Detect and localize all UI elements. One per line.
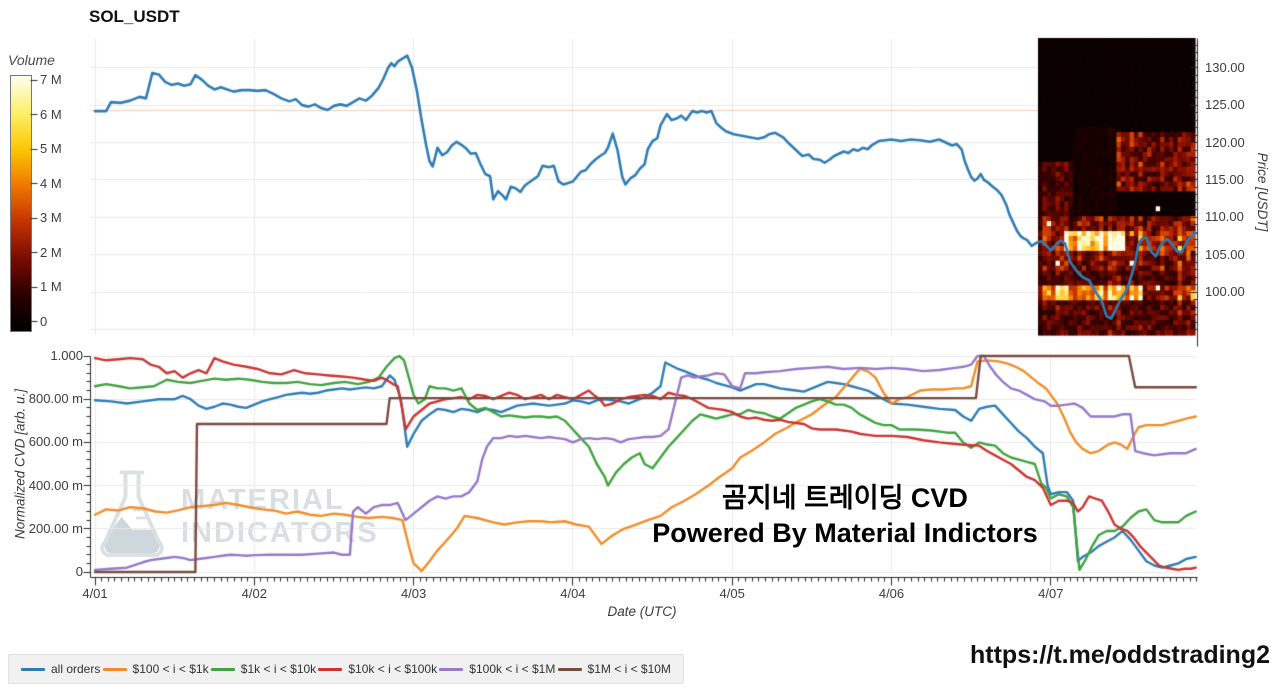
volume-tick-label: 5 M — [40, 141, 62, 156]
legend-item-1[interactable]: $100 < i < $1k — [102, 662, 209, 676]
telegram-url[interactable]: https://t.me/oddstrading2 — [970, 641, 1270, 669]
cvd-axis-title: Normalized CVD [arb. u.] — [12, 388, 28, 540]
legend-label: $1k < i < $10k — [240, 662, 317, 676]
volume-tick-label: 1 M — [40, 279, 62, 294]
legend: all orders $100 < i < $1k $1k < i < $10k $1… — [8, 654, 684, 684]
price-tick-label: 125.00 — [1205, 97, 1245, 113]
legend-label: $100k < i < $1M — [469, 662, 556, 676]
cvd-tick-label: 400.00 m — [28, 477, 83, 493]
annotation-line2: Powered By Material Indictors — [652, 518, 1038, 548]
legend-item-5[interactable]: $1M < i < $10M — [557, 662, 671, 676]
date-axis-title: Date (UTC) — [607, 604, 677, 619]
volume-tick-label: 3 M — [40, 210, 62, 225]
legend-swatch — [102, 667, 127, 671]
date-tick-label: 4/06 — [878, 586, 905, 601]
legend-item-0[interactable]: all orders — [21, 662, 100, 676]
legend-item-4[interactable]: $100k < i < $1M — [439, 662, 555, 676]
volume-tick-label: 7 M — [40, 72, 62, 87]
price-tick-label: 130.00 — [1205, 59, 1245, 75]
legend-label: all orders — [51, 662, 101, 676]
volume-tick-label: 0 — [40, 313, 48, 329]
volume-axis-title: Volume — [8, 52, 55, 68]
date-tick-label: 4/01 — [82, 586, 108, 601]
price-tick-label: 100.00 — [1205, 284, 1245, 300]
price-tick-label: 115.00 — [1205, 171, 1244, 187]
cvd-tick-label: 0 — [75, 564, 83, 579]
volume-tick-label: 4 M — [40, 175, 62, 191]
cvd-tick-label: 200.00 m — [28, 520, 83, 536]
legend-swatch — [318, 667, 343, 671]
legend-swatch — [557, 667, 582, 671]
date-tick-label: 4/04 — [560, 586, 586, 601]
price-axis-title: Price [USDT] — [1255, 152, 1270, 232]
date-tick-label: 4/03 — [400, 586, 427, 601]
annotation-overlay: 곰지네 트레이딩 CVD Powered By Material Indicto… — [640, 481, 1050, 551]
date-tick-label: 4/02 — [241, 586, 267, 601]
date-tick-label: 4/07 — [1038, 586, 1064, 601]
legend-label: $10k < i < $100k — [348, 662, 438, 676]
price-tick-label: 110.00 — [1205, 209, 1244, 225]
legend-label: $100 < i < $1k — [132, 662, 209, 676]
date-tick-label: 4/05 — [719, 586, 745, 601]
legend-label: $1M < i < $10M — [587, 662, 671, 676]
cvd-tick-label: 600.00 m — [28, 434, 83, 450]
volume-tick-label: 2 M — [40, 244, 62, 260]
cvd-tick-label: 1.000 — [50, 348, 83, 363]
volume-tick-label: 6 M — [40, 106, 62, 122]
legend-swatch — [439, 667, 464, 671]
price-tick-label: 120.00 — [1205, 134, 1245, 150]
page-title: SOL_USDT — [89, 7, 180, 26]
legend-item-2[interactable]: $1k < i < $10k — [210, 662, 317, 676]
legend-item-3[interactable]: $10k < i < $100k — [318, 662, 437, 676]
cvd-tick-label: 800.00 m — [28, 391, 83, 407]
price-tick-label: 105.00 — [1205, 246, 1245, 262]
legend-swatch — [210, 667, 235, 671]
legend-swatch — [21, 667, 45, 671]
annotation-line1: 곰지네 트레이딩 CVD — [722, 483, 968, 513]
